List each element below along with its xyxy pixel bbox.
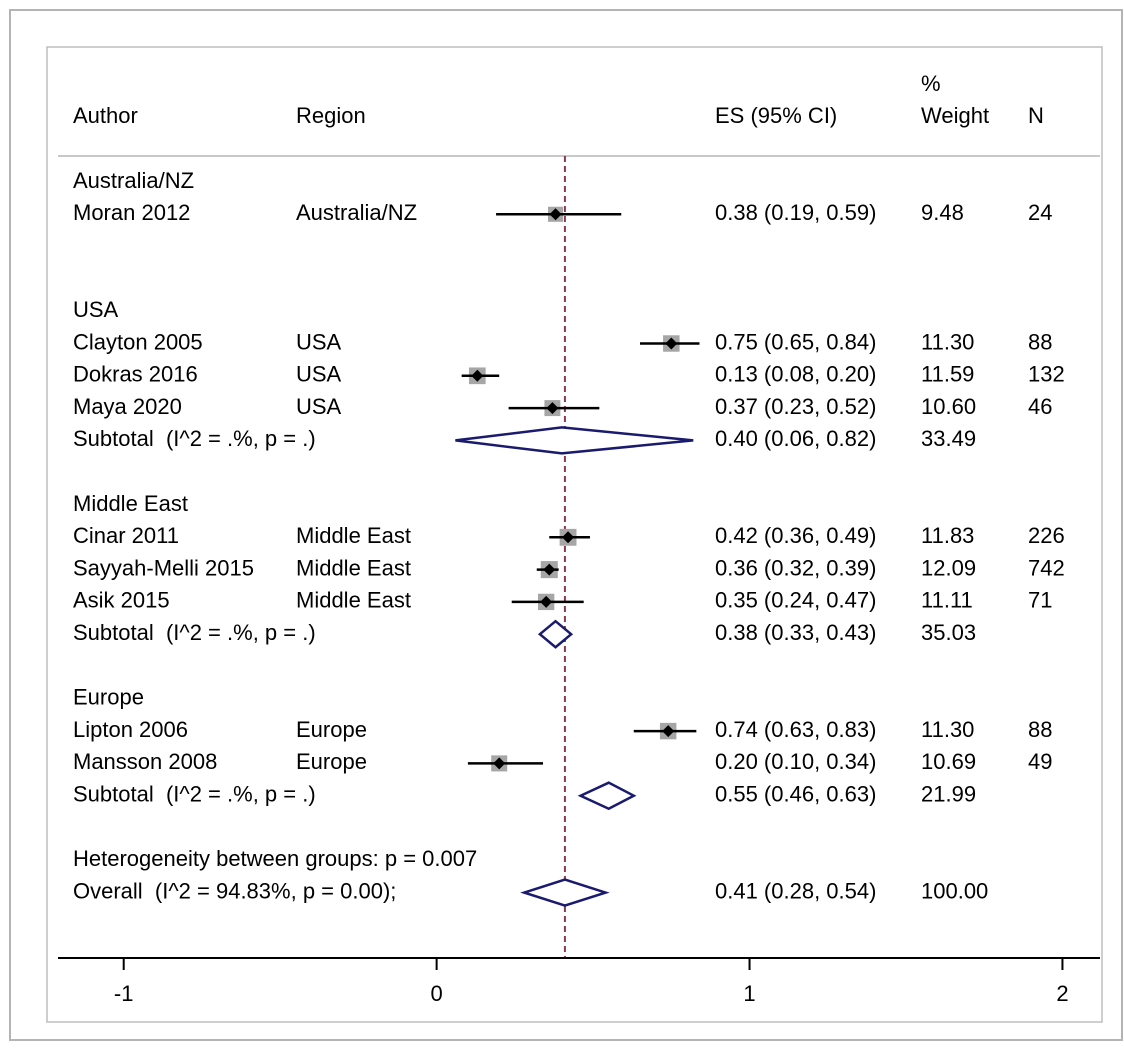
author: Dokras 2016 (73, 362, 198, 387)
header-n: N (1028, 103, 1044, 128)
group-label: USA (73, 297, 119, 322)
region: Europe (296, 749, 367, 774)
point-estimate (549, 208, 562, 221)
es-ci: 0.36 (0.32, 0.39) (715, 555, 876, 580)
weight: 11.11 (921, 588, 973, 613)
es-ci: 0.55 (0.46, 0.63) (715, 782, 876, 807)
n: 49 (1028, 749, 1052, 774)
region: USA (296, 362, 342, 387)
weight: 21.99 (921, 782, 976, 807)
n: 71 (1028, 588, 1052, 613)
weight: 12.09 (921, 555, 976, 580)
es-ci: 0.13 (0.08, 0.20) (715, 362, 876, 387)
point-estimate (540, 595, 553, 608)
author: Cinar 2011 (73, 523, 179, 548)
region: Middle East (296, 555, 411, 580)
subtotal-label: Subtotal (I^2 = .%, p = .) (73, 620, 316, 645)
es-ci: 0.38 (0.19, 0.59) (715, 200, 876, 225)
n: 88 (1028, 717, 1052, 742)
es-ci: 0.37 (0.23, 0.52) (715, 394, 876, 419)
author: Lipton 2006 (73, 717, 188, 742)
header-weight: % (921, 71, 941, 96)
weight: 10.60 (921, 394, 976, 419)
es-ci: 0.75 (0.65, 0.84) (715, 329, 876, 354)
weight: 100.00 (921, 878, 988, 903)
x-tick-label: -1 (114, 981, 134, 1006)
point-estimate (543, 563, 556, 576)
author: Sayyah-Melli 2015 (73, 555, 254, 580)
header-weight: Weight (921, 103, 989, 128)
es-ci: 0.41 (0.28, 0.54) (715, 878, 876, 903)
es-ci: 0.20 (0.10, 0.34) (715, 749, 876, 774)
author: Asik 2015 (73, 588, 170, 613)
point-estimate (665, 337, 678, 350)
summary-diamond (455, 426, 694, 455)
n: 226 (1028, 523, 1065, 548)
region: Middle East (296, 588, 411, 613)
n: 132 (1028, 362, 1065, 387)
region: Europe (296, 717, 367, 742)
point-estimate (546, 402, 559, 415)
region: USA (296, 394, 342, 419)
overall-label: Overall (I^2 = 94.83%, p = 0.00); (73, 878, 396, 903)
summary-diamond (537, 619, 574, 649)
group-label: Middle East (73, 491, 188, 516)
region: Australia/NZ (296, 200, 417, 225)
point-estimate (493, 757, 506, 770)
n: 24 (1028, 200, 1052, 225)
n: 88 (1028, 329, 1052, 354)
weight: 9.48 (921, 200, 964, 225)
weight: 11.30 (921, 329, 974, 354)
note: Heterogeneity between groups: p = 0.007 (73, 846, 477, 871)
es-ci: 0.74 (0.63, 0.83) (715, 717, 876, 742)
header-es: ES (95% CI) (715, 103, 837, 128)
group-label: Australia/NZ (73, 168, 194, 193)
subtotal-label: Subtotal (I^2 = .%, p = .) (73, 426, 316, 451)
es-ci: 0.40 (0.06, 0.82) (715, 426, 876, 451)
weight: 11.30 (921, 717, 974, 742)
header-author: Author (73, 103, 138, 128)
subtotal-label: Subtotal (I^2 = .%, p = .) (73, 782, 316, 807)
header-region: Region (296, 103, 366, 128)
es-ci: 0.35 (0.24, 0.47) (715, 588, 876, 613)
author: Mansson 2008 (73, 749, 217, 774)
summary-diamond (577, 781, 637, 811)
x-tick-label: 2 (1056, 981, 1068, 1006)
author: Moran 2012 (73, 200, 190, 225)
point-estimate (662, 725, 675, 738)
summary-diamond (520, 878, 610, 907)
x-tick-label: 0 (430, 981, 442, 1006)
group-label: Europe (73, 685, 144, 710)
region: USA (296, 329, 342, 354)
weight: 33.49 (921, 426, 976, 451)
point-estimate (471, 369, 484, 382)
weight: 11.59 (921, 362, 974, 387)
n: 46 (1028, 394, 1052, 419)
region: Middle East (296, 523, 411, 548)
es-ci: 0.38 (0.33, 0.43) (715, 620, 876, 645)
es-ci: 0.42 (0.36, 0.49) (715, 523, 876, 548)
weight: 10.69 (921, 749, 976, 774)
x-tick-label: 1 (743, 981, 755, 1006)
author: Maya 2020 (73, 394, 182, 419)
weight: 11.83 (921, 523, 974, 548)
point-estimate (562, 531, 575, 544)
n: 742 (1028, 555, 1065, 580)
weight: 35.03 (921, 620, 976, 645)
author: Clayton 2005 (73, 329, 203, 354)
